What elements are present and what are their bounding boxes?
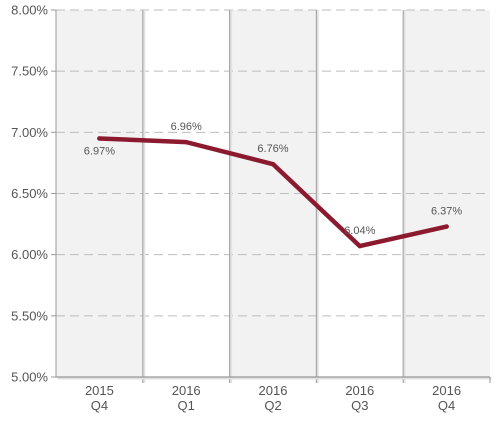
data-label: 6.04%	[344, 225, 375, 237]
y-axis-ticks: 5.00% 5.50% 6.00% 6.50% 7.00% 7.50% 8.00%	[11, 3, 56, 385]
x-tick-label: 2016 Q2	[259, 383, 288, 413]
data-point	[184, 139, 189, 145]
data-label: 6.76%	[257, 143, 288, 155]
data-point	[270, 161, 276, 167]
x-axis-ticks: 2015 Q4 2016 Q1 2016 Q2 2016 Q3 2016 Q4	[85, 383, 461, 413]
y-tick-label: 6.50%	[11, 186, 48, 201]
category-separators	[142, 10, 406, 383]
y-tick-label: 8.00%	[11, 3, 48, 18]
y-tick-label: 7.00%	[11, 125, 48, 140]
data-label: 6.96%	[171, 121, 202, 133]
data-label: 6.97%	[84, 145, 115, 157]
x-tick-label: 2016 Q1	[172, 383, 201, 413]
y-tick-label: 5.00%	[11, 370, 48, 385]
y-tick-label: 6.00%	[11, 247, 48, 262]
data-point	[97, 136, 102, 141]
category-band	[403, 10, 490, 377]
y-tick-label: 7.50%	[11, 64, 48, 79]
x-tick-label: 2015 Q4	[85, 383, 114, 413]
x-tick-label: 2016 Q4	[432, 383, 461, 413]
data-point	[444, 224, 449, 229]
data-label: 6.37%	[431, 206, 462, 218]
data-point	[357, 243, 362, 249]
y-tick-label: 5.50%	[11, 308, 48, 323]
data-labels: 6.97% 6.96% 6.76% 6.04% 6.37%	[84, 121, 463, 237]
series-group	[97, 136, 449, 249]
gridlines	[56, 9, 490, 317]
x-tick-label: 2016 Q3	[345, 383, 374, 413]
